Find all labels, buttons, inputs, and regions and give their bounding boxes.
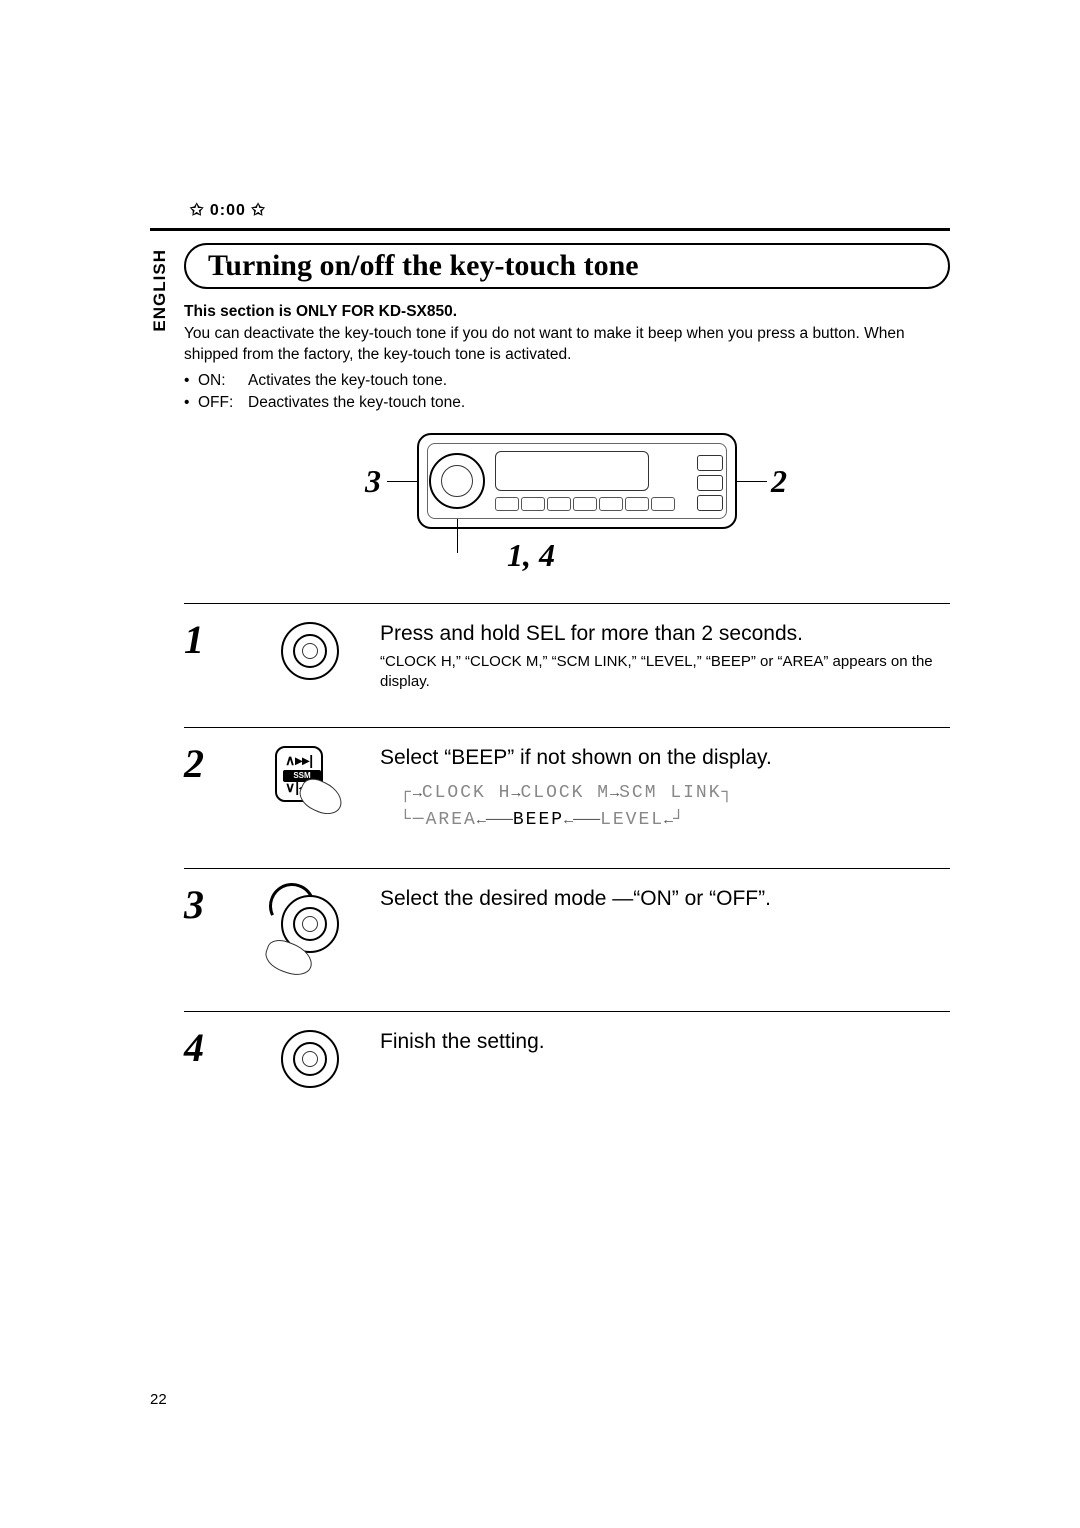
ssm-button-icon: ∧▸▸| SSM ∨|◂◂ [271, 746, 349, 824]
callout-1-4: 1, 4 [507, 537, 555, 574]
seq-item-beep: BEEP [513, 810, 564, 830]
clock-header-icon: ✩ 0:00 ✩ [190, 200, 950, 220]
step-num-2: 2 [184, 742, 240, 784]
step-divider [184, 603, 950, 604]
radio-button-row [495, 497, 705, 515]
step-4: 4 Finish the setting. [184, 1020, 950, 1112]
radio-dial-icon [429, 453, 485, 509]
step-2-heading: Select “BEEP” if not shown on the displa… [380, 746, 950, 770]
bullet-label-off: OFF: [198, 392, 248, 414]
step-3-heading: Select the desired mode —“ON” or “OFF”. [380, 887, 950, 911]
step-num-1: 1 [184, 618, 240, 660]
radio-unit-illustration [417, 433, 737, 529]
language-tab: ENGLISH [150, 249, 170, 332]
step-1-sub: “CLOCK H,” “CLOCK M,” “SCM LINK,” “LEVEL… [380, 652, 950, 693]
step-3: 3 Select the desired mode —“ON” or “OFF”… [184, 877, 950, 1001]
bullet-item: • ON: Activates the key-touch tone. [184, 370, 950, 392]
step-1: 1 Press and hold SEL for more than 2 sec… [184, 612, 950, 717]
rotate-dial-icon [265, 887, 355, 977]
bullet-label-on: ON: [198, 370, 248, 392]
page-number: 22 [150, 1391, 167, 1408]
sel-dial-icon [281, 1030, 339, 1088]
callout-3: 3 [365, 463, 381, 500]
radio-right-buttons [697, 455, 725, 515]
seq-item: CLOCK M [520, 783, 610, 803]
step-2: 2 ∧▸▸| SSM ∨|◂◂ Select “BEEP” if not sho… [184, 736, 950, 858]
section-title-box: Turning on/off the key-touch tone [184, 243, 950, 289]
bullet-text-off: Deactivates the key-touch tone. [248, 392, 465, 414]
section-title: Turning on/off the key-touch tone [208, 249, 926, 283]
step-num-4: 4 [184, 1026, 240, 1068]
seq-item: LEVEL [600, 810, 664, 830]
model-note: This section is ONLY FOR KD-SX850. [184, 303, 950, 321]
seq-item: SCM LINK [619, 783, 721, 803]
top-divider [150, 228, 950, 231]
bullet-text-on: Activates the key-touch tone. [248, 370, 447, 392]
sequence-diagram: ┌→CLOCK H→CLOCK M→SCM LINK┐ └─AREA←───BE… [380, 780, 950, 834]
step-num-3: 3 [184, 883, 240, 925]
step-divider [184, 1011, 950, 1012]
step-1-heading: Press and hold SEL for more than 2 secon… [380, 622, 950, 646]
seq-item: CLOCK H [422, 783, 512, 803]
callout-2: 2 [771, 463, 787, 500]
radio-diagram: 3 2 1, 4 [327, 433, 807, 573]
step-4-heading: Finish the setting. [380, 1030, 950, 1054]
sel-dial-icon [281, 622, 339, 680]
intro-text: You can deactivate the key-touch tone if… [184, 324, 950, 366]
bullet-list: • ON: Activates the key-touch tone. • OF… [184, 370, 950, 413]
bullet-item: • OFF: Deactivates the key-touch tone. [184, 392, 950, 414]
seq-item: AREA [426, 810, 477, 830]
step-divider [184, 868, 950, 869]
step-divider [184, 727, 950, 728]
radio-display-icon [495, 451, 649, 491]
